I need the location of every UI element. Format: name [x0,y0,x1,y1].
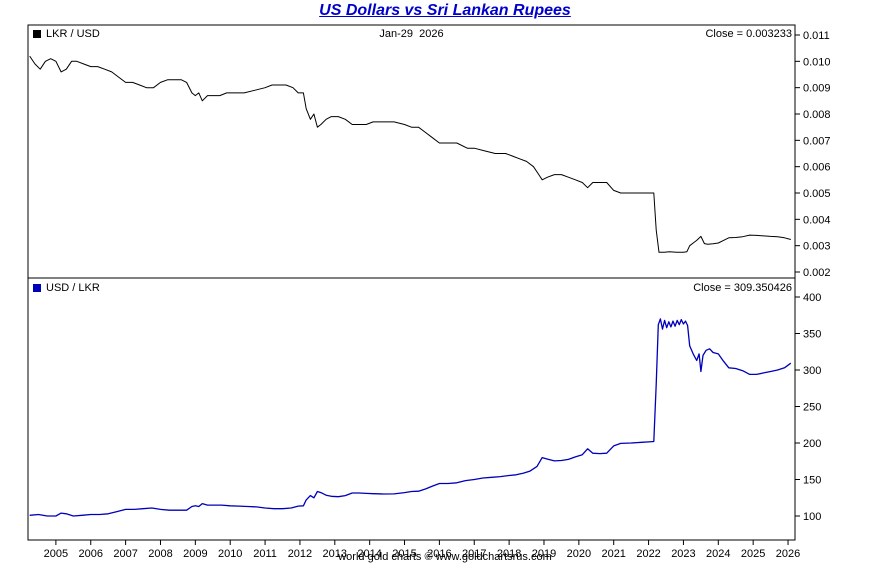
x-tick-label: 2006 [79,548,103,560]
series-line-usd-lkr [29,318,792,517]
x-tick-label: 2024 [706,548,730,560]
y-tick-label: 350 [803,329,821,341]
y-tick-label: 250 [803,402,821,414]
x-tick-label: 2018 [497,548,521,560]
footer-credit: world gold charts © www.goldchartsrus.co… [338,551,552,563]
series-line-lkr-usd [29,55,791,253]
y-tick-label: 150 [803,475,821,487]
x-tick-label: 2026 [776,548,800,560]
x-tick-label: 2016 [427,548,451,560]
y-tick-label: 300 [803,365,821,377]
x-tick-label: 2019 [532,548,556,560]
y-tick-label: 100 [803,511,821,523]
x-tick-label: 2008 [148,548,172,560]
usd-lkr-swatch-icon [33,284,41,292]
x-tick-label: 2010 [218,548,242,560]
y-tick-label: 0.011 [803,30,830,42]
bottom-close-label: Close = 309.350426 [693,282,792,294]
y-tick-label: 200 [803,438,821,450]
legend-lkr-usd: LKR / USD [33,28,100,40]
chart-title: US Dollars vs Sri Lankan Rupees [319,2,571,19]
x-tick-label: 2012 [288,548,312,560]
y-tick-label: 400 [803,292,821,304]
y-tick-label: 0.005 [803,188,831,200]
legend-lkr-usd-label: LKR / USD [46,28,100,40]
y-tick-label: 0.006 [803,162,831,174]
x-tick-label: 2014 [357,548,381,560]
x-tick-label: 2023 [671,548,695,560]
x-tick-label: 2015 [392,548,416,560]
top-close-label: Close = 0.003233 [705,28,792,40]
x-tick-label: 2017 [462,548,486,560]
date-label: Jan-29 2026 [379,28,444,40]
y-tick-label: 0.007 [803,135,831,147]
plot-border [27,24,796,541]
y-tick-label: 0.004 [803,214,831,226]
x-tick-label: 2007 [113,548,137,560]
y-tick-label: 0.010 [803,56,831,68]
y-tick-label: 0.002 [803,267,831,279]
x-tick-label: 2011 [253,548,277,560]
y-tick-label: 0.008 [803,109,831,121]
y-tick-label: 0.009 [803,83,831,95]
legend-usd-lkr: USD / LKR [33,282,100,294]
x-tick-label: 2025 [741,548,765,560]
x-tick-label: 2020 [567,548,591,560]
y-tick-label: 0.003 [803,241,831,253]
x-tick-label: 2005 [44,548,68,560]
x-tick-label: 2013 [323,548,347,560]
legend-usd-lkr-label: USD / LKR [46,282,100,294]
x-tick-label: 2021 [601,548,625,560]
x-tick-label: 2009 [183,548,207,560]
lkr-usd-swatch-icon [33,30,41,38]
x-tick-label: 2022 [636,548,660,560]
